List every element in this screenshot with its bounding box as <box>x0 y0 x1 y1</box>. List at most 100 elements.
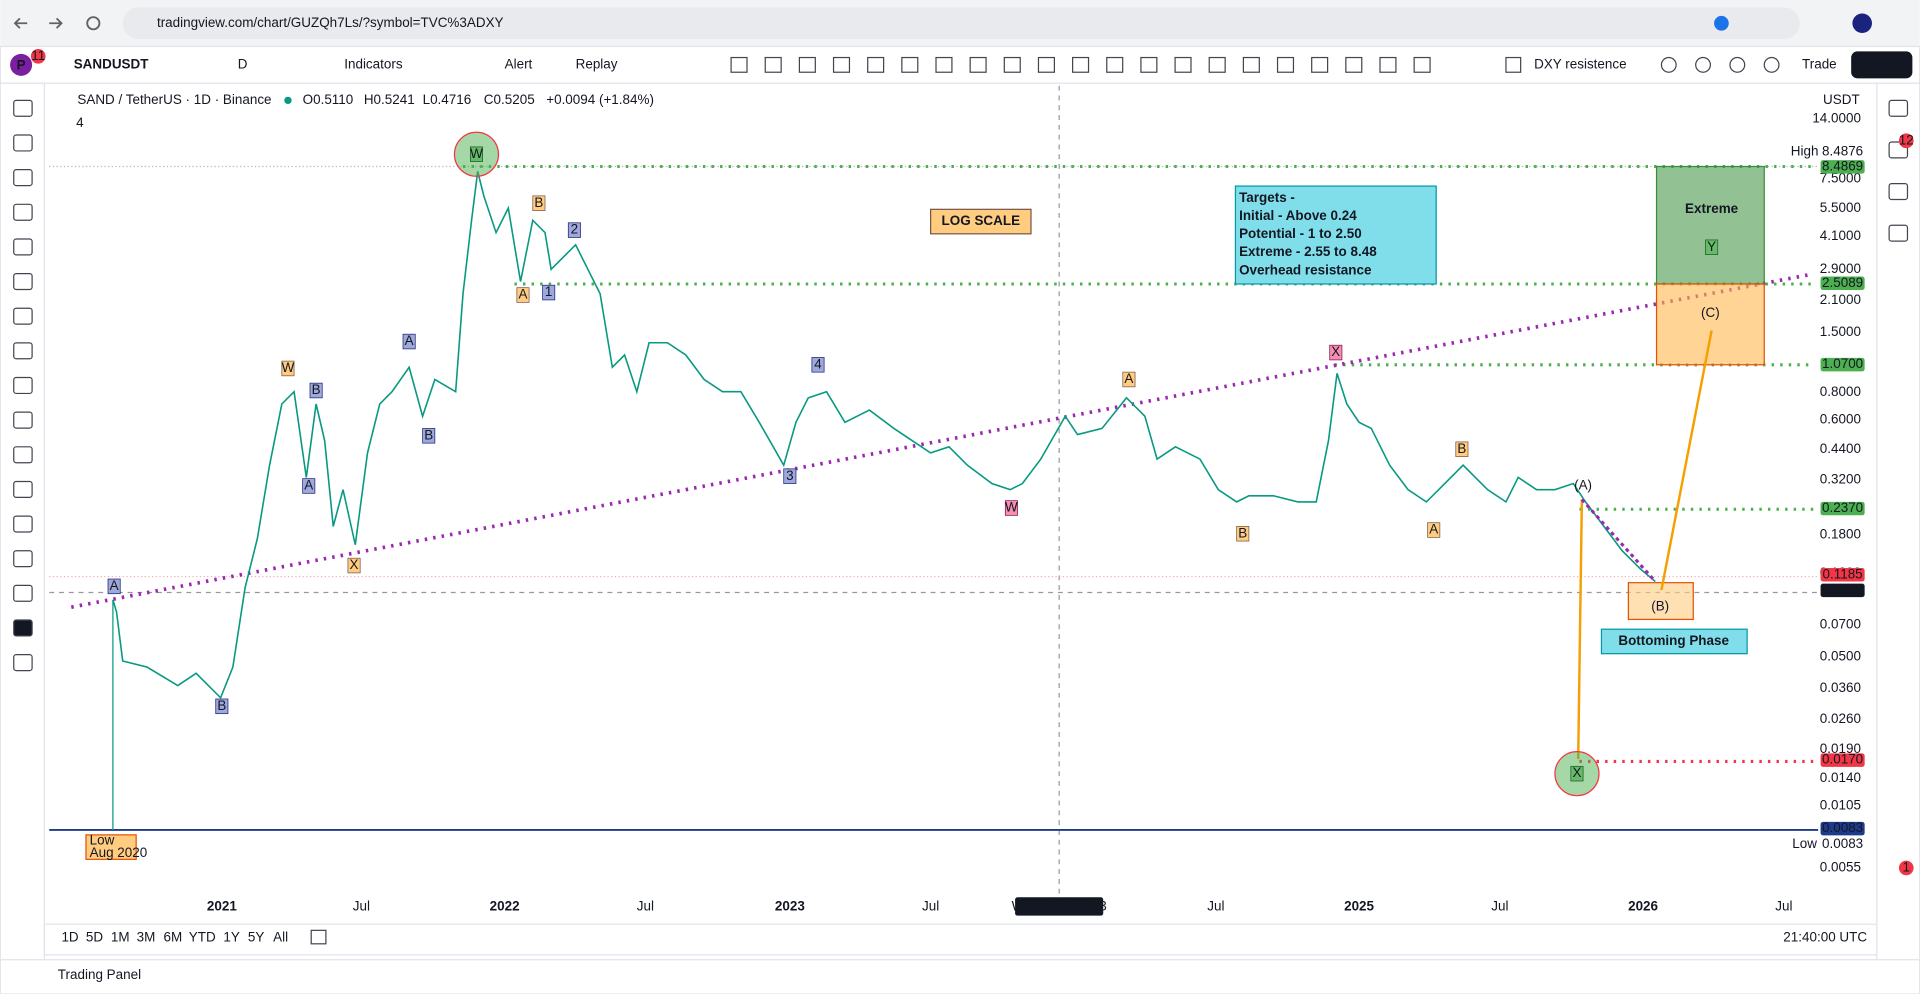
drawing-tool[interactable] <box>1140 56 1158 73</box>
left-tool[interactable] <box>13 203 33 221</box>
drawing-tool[interactable] <box>935 56 953 73</box>
targets-line: Potential - 1 to 2.50 <box>1239 226 1362 241</box>
range-button[interactable]: YTD <box>189 929 216 944</box>
sidebar-icon[interactable] <box>1888 224 1909 242</box>
left-tool[interactable] <box>13 515 33 533</box>
layout-checkbox[interactable] <box>1505 56 1522 73</box>
targets-line: Targets - <box>1239 190 1295 205</box>
wave-box <box>1455 441 1469 457</box>
left-tool[interactable] <box>13 342 33 360</box>
alert-button[interactable]: Alert <box>505 56 533 71</box>
range-button[interactable]: 1D <box>61 929 78 944</box>
range-button[interactable]: 5D <box>86 929 103 944</box>
drawing-tool[interactable] <box>969 56 987 73</box>
drawing-tool[interactable] <box>1072 56 1090 73</box>
drawing-tool[interactable] <box>1174 56 1192 73</box>
toolbar-icon[interactable] <box>1695 56 1712 73</box>
left-tool[interactable] <box>13 411 33 429</box>
clock: 21:40:00 UTC <box>1783 929 1867 944</box>
range-button[interactable]: 6M <box>164 929 183 944</box>
interval[interactable]: D <box>238 56 248 71</box>
wave-box <box>1236 526 1250 542</box>
wave-box <box>1122 371 1136 388</box>
indicators-button[interactable]: Indicators <box>344 56 403 71</box>
drawing-tool[interactable] <box>1413 56 1431 73</box>
low-value: 0.0083 <box>1822 836 1863 851</box>
drawing-tool[interactable] <box>764 56 782 73</box>
drawing-tool[interactable] <box>1208 56 1226 73</box>
time-label: Jul <box>922 899 939 914</box>
drawing-tool[interactable] <box>1242 56 1260 73</box>
price-tick-label: 1.5000 <box>1820 324 1861 339</box>
sidebar-icon[interactable] <box>1888 183 1909 201</box>
drawing-tool[interactable] <box>1037 56 1055 73</box>
price-tick-label: 0.0700 <box>1820 617 1861 632</box>
drawing-tool[interactable] <box>867 56 885 73</box>
toolbar-icon[interactable] <box>1729 56 1746 73</box>
toolbar-icon[interactable] <box>1660 56 1677 73</box>
trade-button[interactable]: Trade <box>1802 56 1837 71</box>
notif-badge <box>1898 860 1914 876</box>
price-badge <box>1820 501 1865 516</box>
replay-button[interactable]: Replay <box>576 56 618 71</box>
left-tool[interactable] <box>13 99 33 117</box>
range-button[interactable]: 1M <box>111 929 130 944</box>
symbol[interactable]: SANDUSDT <box>74 56 150 71</box>
left-tool[interactable] <box>13 307 33 325</box>
range-button[interactable]: 3M <box>137 929 156 944</box>
drawing-tool[interactable] <box>1106 56 1124 73</box>
trading-panel[interactable]: Trading Panel <box>58 967 141 982</box>
drawing-tool[interactable] <box>1311 56 1329 73</box>
wave-label: 1 <box>545 284 552 299</box>
publish-button[interactable]: Publish <box>1857 56 1906 71</box>
price-tick-label: 0.0055 <box>1820 859 1861 874</box>
left-tool[interactable] <box>13 584 33 602</box>
sidebar-icon[interactable] <box>1888 99 1909 117</box>
wave-box <box>347 557 361 574</box>
range-button[interactable]: 5Y <box>248 929 264 944</box>
drawing-tool[interactable] <box>798 56 816 73</box>
left-tool[interactable] <box>13 446 33 464</box>
wave-box <box>215 698 229 715</box>
drawing-tool[interactable] <box>1345 56 1363 73</box>
price-badge-label: 2.5089 <box>1822 275 1863 290</box>
currency[interactable]: USDT <box>1823 92 1860 107</box>
left-tool[interactable] <box>13 550 33 568</box>
reload[interactable] <box>86 16 101 31</box>
left-tool[interactable] <box>13 654 33 672</box>
avatar[interactable] <box>10 53 33 76</box>
left-tool[interactable] <box>13 169 33 187</box>
wave-path <box>1576 499 1584 759</box>
bookmark[interactable] <box>1714 15 1729 31</box>
price-tick-label: 2.1000 <box>1820 292 1861 307</box>
left-tool[interactable] <box>13 619 33 637</box>
left-tool[interactable] <box>13 134 33 152</box>
sidebar-icon[interactable] <box>1888 141 1909 159</box>
calendar-icon[interactable] <box>310 929 327 945</box>
range-button[interactable]: All <box>273 929 288 944</box>
wave-label: A <box>1429 522 1438 537</box>
left-tool[interactable] <box>13 272 33 291</box>
nav-arrows[interactable] <box>13 17 63 29</box>
left-tool[interactable] <box>13 238 33 256</box>
drawing-tool[interactable] <box>1379 56 1397 73</box>
wave-label: B <box>1238 525 1247 540</box>
left-tool[interactable] <box>13 376 33 395</box>
wave-label: A <box>405 333 414 348</box>
price-badge-label: 0.0170 <box>1822 752 1863 767</box>
drawing-tool[interactable] <box>832 56 851 73</box>
layout-name[interactable]: DXY resistence <box>1534 56 1626 71</box>
drawing-tool[interactable] <box>1276 56 1295 73</box>
url-field[interactable] <box>122 7 1800 40</box>
drawing-tool[interactable] <box>730 56 748 73</box>
drawing-tool[interactable] <box>1003 56 1021 73</box>
profile[interactable] <box>1852 13 1872 34</box>
wave-label: W <box>1005 500 1018 515</box>
drawing-tool[interactable] <box>901 56 919 73</box>
publish-bg[interactable] <box>1851 51 1913 79</box>
toolbar-icon[interactable] <box>1763 56 1780 73</box>
url: tradingview.com/chart/GUZQh7Ls/?symbol=T… <box>157 15 504 30</box>
left-tool[interactable] <box>13 480 33 498</box>
range-button[interactable]: 1Y <box>223 929 239 944</box>
